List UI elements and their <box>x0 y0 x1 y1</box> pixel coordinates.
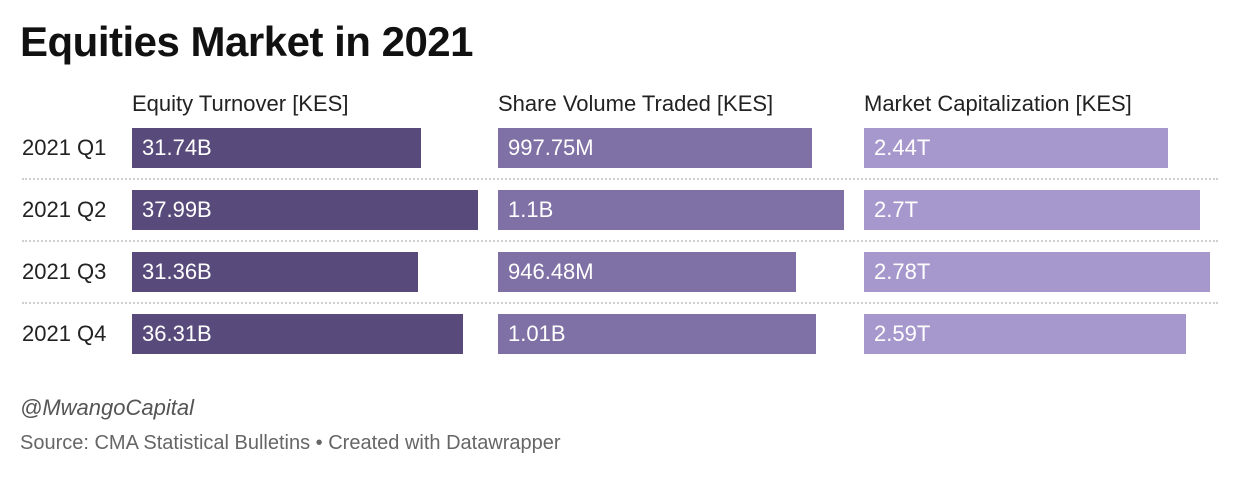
bar <box>498 252 796 292</box>
source-note: Source: CMA Statistical Bulletins • Crea… <box>20 432 561 454</box>
bar <box>864 190 1200 230</box>
bar-value-label: 31.74B <box>142 135 212 160</box>
series-header: Share Volume Traded [KES] <box>498 91 774 116</box>
row-label: 2021 Q3 <box>22 259 107 284</box>
bar-value-label: 37.99B <box>142 197 212 222</box>
series-header: Market Capitalization [KES] <box>864 91 1132 116</box>
bar <box>132 128 421 168</box>
row-label: 2021 Q2 <box>22 197 107 222</box>
bar-value-label: 2.44T <box>874 135 931 160</box>
bar <box>498 128 812 168</box>
row-divider <box>22 302 1218 304</box>
bar-value-label: 36.31B <box>142 321 212 346</box>
bar-value-label: 1.1B <box>508 197 554 222</box>
row-divider <box>22 178 1218 180</box>
row-label: 2021 Q1 <box>22 135 107 160</box>
chart-title: Equities Market in 2021 <box>20 18 474 65</box>
bar-value-label: 31.36B <box>142 259 212 284</box>
bar-value-label: 997.75M <box>508 135 594 160</box>
bar-value-label: 946.48M <box>508 259 594 284</box>
bar <box>864 314 1186 354</box>
bar-value-label: 1.01B <box>508 321 566 346</box>
bar-value-label: 2.59T <box>874 321 931 346</box>
bar <box>132 314 463 354</box>
row-divider <box>22 240 1218 242</box>
series-header: Equity Turnover [KES] <box>132 91 349 116</box>
bar-value-label: 2.78T <box>874 259 931 284</box>
bar <box>864 252 1210 292</box>
bar <box>498 190 844 230</box>
bar <box>132 190 478 230</box>
bar <box>864 128 1168 168</box>
row-label: 2021 Q4 <box>22 321 107 346</box>
bar-value-label: 2.7T <box>874 197 919 222</box>
credit-handle: @MwangoCapital <box>20 395 194 420</box>
bar <box>132 252 418 292</box>
bar <box>498 314 816 354</box>
